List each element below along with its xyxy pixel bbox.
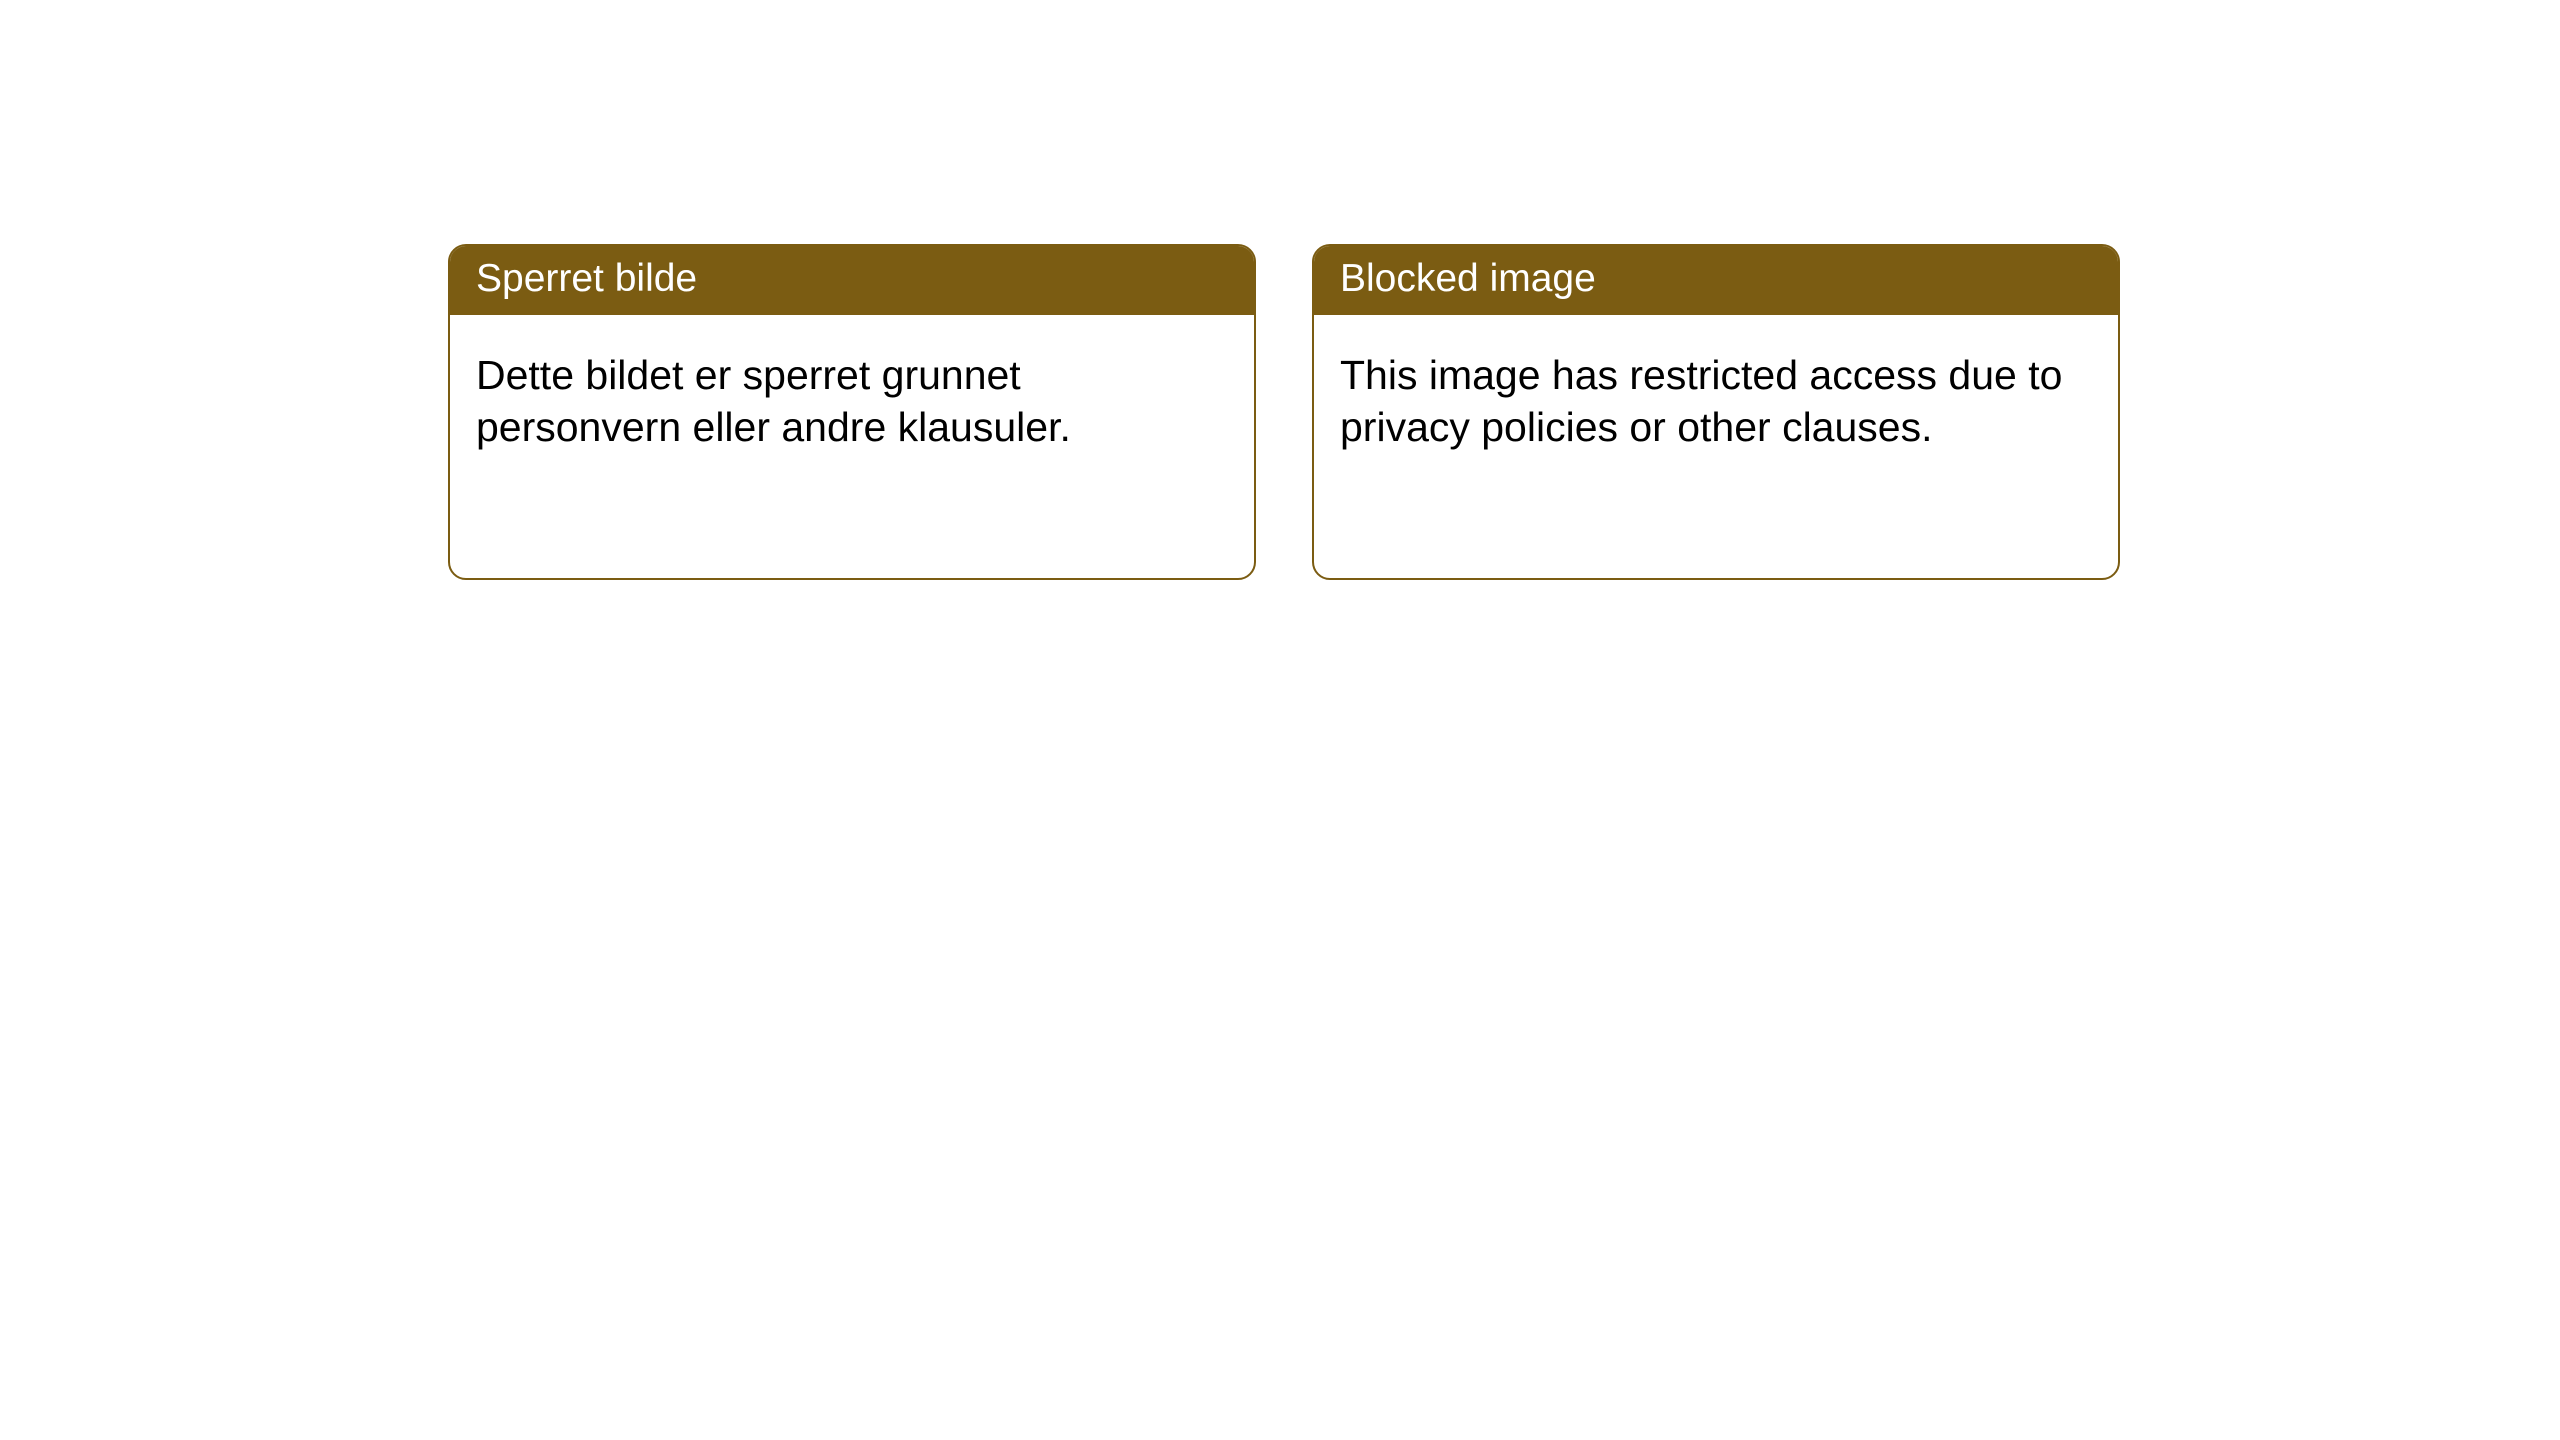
notice-message: This image has restricted access due to … <box>1340 352 2062 450</box>
notice-header: Blocked image <box>1314 246 2118 315</box>
notice-card-norwegian: Sperret bilde Dette bildet er sperret gr… <box>448 244 1256 580</box>
notice-body: Dette bildet er sperret grunnet personve… <box>450 315 1254 480</box>
notice-message: Dette bildet er sperret grunnet personve… <box>476 352 1071 450</box>
notice-container: Sperret bilde Dette bildet er sperret gr… <box>0 0 2560 580</box>
notice-card-english: Blocked image This image has restricted … <box>1312 244 2120 580</box>
notice-title: Sperret bilde <box>476 257 697 300</box>
notice-header: Sperret bilde <box>450 246 1254 315</box>
notice-title: Blocked image <box>1340 257 1596 300</box>
notice-body: This image has restricted access due to … <box>1314 315 2118 480</box>
